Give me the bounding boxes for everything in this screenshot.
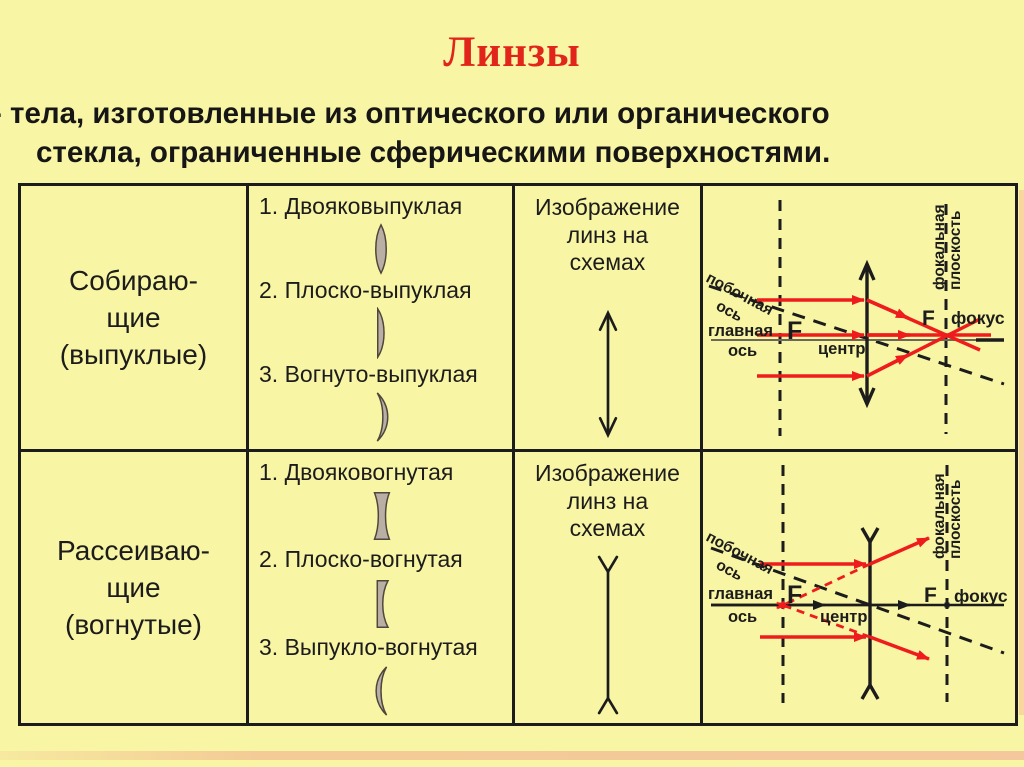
ray-diagram-cell-converging: побочная ось главная ось F центр F фокус… bbox=[703, 186, 1015, 452]
plano-convex-lens-icon bbox=[376, 306, 385, 359]
schematic-title: Изображение линз на схемах bbox=[535, 460, 680, 541]
lens-types-cell-diverging: 1. Двояковогнутая 2. Плоско-вогнутая 3. … bbox=[249, 452, 515, 723]
lens-type-item: 1. Двояковогнутая bbox=[259, 459, 454, 485]
definition-text: - тела, изготовленные из оптического или… bbox=[0, 94, 1024, 172]
lens-type-item: 2. Плоско-выпуклая bbox=[259, 277, 472, 304]
biconvex-lens-icon bbox=[374, 222, 387, 275]
main-axis-label-2: ось bbox=[728, 608, 757, 626]
definition-line-2: стекла, ограниченные сферическими поверх… bbox=[36, 136, 831, 169]
focus-F-left: F bbox=[787, 317, 802, 345]
diverging-lens-symbol-icon bbox=[597, 555, 618, 714]
lens-type-item: 3. Вогнуто-выпуклая bbox=[259, 361, 478, 388]
definition-line-1: - тела, изготовленные из оптического или… bbox=[0, 97, 830, 130]
scan-artifact-streak bbox=[0, 751, 1024, 760]
focal-plane-label-2: плоскость bbox=[947, 211, 964, 290]
schematic-cell-diverging: Изображение линз на схемах bbox=[515, 452, 703, 723]
converging-lens-symbol-icon bbox=[598, 309, 617, 438]
lens-type-item: 3. Выпукло-вогнутая bbox=[259, 633, 478, 660]
focal-plane-label: фокальная bbox=[931, 473, 948, 559]
lens-types-cell-converging: 1. Двояковыпуклая 2. Плоско-выпуклая 3. … bbox=[249, 186, 515, 452]
focus-label: фокус bbox=[951, 308, 1005, 328]
ray-diagram-converging: побочная ось главная ось F центр F фокус… bbox=[703, 200, 1005, 436]
light-rays bbox=[757, 295, 991, 381]
lens-type-item: 1. Двояковыпуклая bbox=[259, 193, 463, 219]
focus-point-marker bbox=[944, 602, 950, 608]
lens-table: Собираю- щие (выпуклые) 1. Двояковыпукла… bbox=[18, 183, 1018, 726]
diverging-lens-symbol bbox=[860, 527, 880, 700]
center-label: центр bbox=[818, 340, 865, 358]
focus-label: фокус bbox=[954, 586, 1008, 606]
category-cell-converging: Собираю- щие (выпуклые) bbox=[21, 186, 249, 452]
main-axis-label: главная bbox=[708, 585, 773, 603]
plano-concave-lens-icon bbox=[376, 579, 389, 628]
focus-F-right: F bbox=[924, 584, 937, 607]
focal-plane-label: фокальная bbox=[931, 204, 948, 290]
slide-title: Линзы bbox=[443, 29, 581, 76]
biconcave-lens-icon bbox=[372, 492, 390, 541]
schematic-cell-converging: Изображение линз на схемах bbox=[515, 186, 703, 452]
focus-F-right: F bbox=[922, 307, 935, 330]
schematic-title: Изображение линз на схемах bbox=[535, 194, 680, 275]
scan-artifact-streak-right bbox=[1019, 190, 1024, 715]
center-label: центр bbox=[820, 608, 867, 626]
main-axis-label: главная bbox=[708, 322, 773, 340]
ray-diagram-diverging: побочная ось главная ось F центр F фокус… bbox=[703, 465, 1008, 703]
light-rays bbox=[760, 536, 930, 661]
focal-plane-label-2: плоскость bbox=[947, 480, 964, 559]
concavo-convex-lens-icon bbox=[376, 392, 388, 442]
lens-type-item: 2. Плоско-вогнутая bbox=[259, 546, 463, 573]
ray-diagram-cell-diverging: побочная ось главная ось F центр F фокус… bbox=[703, 452, 1015, 723]
side-axis-dashed-line bbox=[710, 546, 1005, 655]
main-axis-label-2: ось bbox=[728, 342, 757, 360]
category-cell-diverging: Рассеиваю- щие (вогнутые) bbox=[21, 452, 249, 723]
focus-F-left: F bbox=[787, 581, 802, 609]
convexo-concave-lens-icon bbox=[374, 666, 387, 716]
